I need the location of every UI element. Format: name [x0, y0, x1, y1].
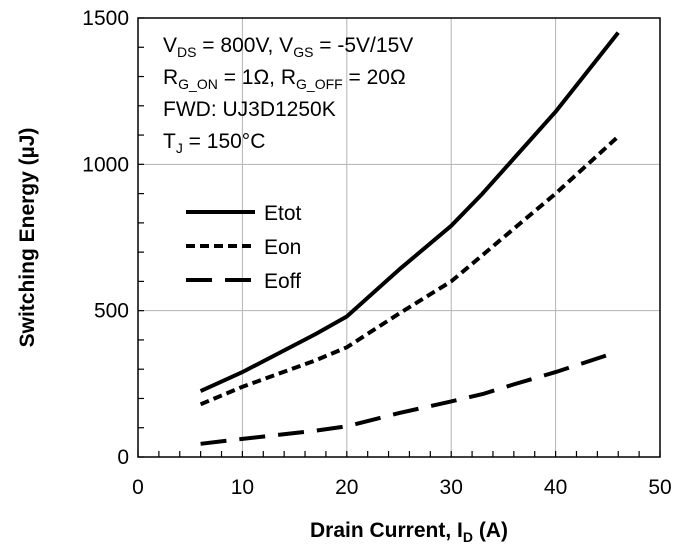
grid-lines — [138, 18, 660, 457]
legend-label-etot: Etot — [264, 202, 302, 225]
x-tick-label: 30 — [440, 476, 463, 499]
x-tick-label: 40 — [544, 476, 567, 499]
series-line-etot — [199, 31, 620, 393]
plot-frame — [137, 17, 661, 458]
x-tick-label: 50 — [648, 476, 671, 499]
y-tick-label: 1000 — [82, 153, 129, 176]
y-tick-label: 500 — [94, 300, 129, 323]
x-tick-label: 0 — [132, 476, 144, 499]
series-lines — [199, 31, 620, 446]
legend-label-eon: Eon — [264, 236, 301, 259]
x-tick-label: 20 — [335, 476, 358, 499]
series-line-eon — [199, 135, 620, 407]
condition-line: VDS = 800V, VGS = -5V/15V — [163, 34, 413, 60]
condition-line: RG_ON = 1Ω, RG_OFF = 20Ω — [163, 66, 406, 92]
y-axis-title: Switching Energy (µJ) — [16, 128, 39, 348]
condition-line: FWD: UJ3D1250K — [163, 98, 336, 121]
axis-ticks — [137, 17, 661, 458]
legend: Etot Eon Eoff — [186, 202, 302, 293]
x-tick-label: 10 — [231, 476, 254, 499]
series-line-eoff — [200, 349, 619, 446]
y-tick-label: 1500 — [82, 7, 129, 30]
condition-line: TJ = 150°C — [163, 130, 265, 156]
y-tick-label: 0 — [117, 446, 129, 469]
legend-label-eoff: Eoff — [264, 270, 301, 293]
x-axis-title: Drain Current, ID (A) — [310, 519, 508, 545]
condition-annotations: VDS = 800V, VGS = -5V/15V RG_ON = 1Ω, RG_… — [163, 34, 413, 156]
